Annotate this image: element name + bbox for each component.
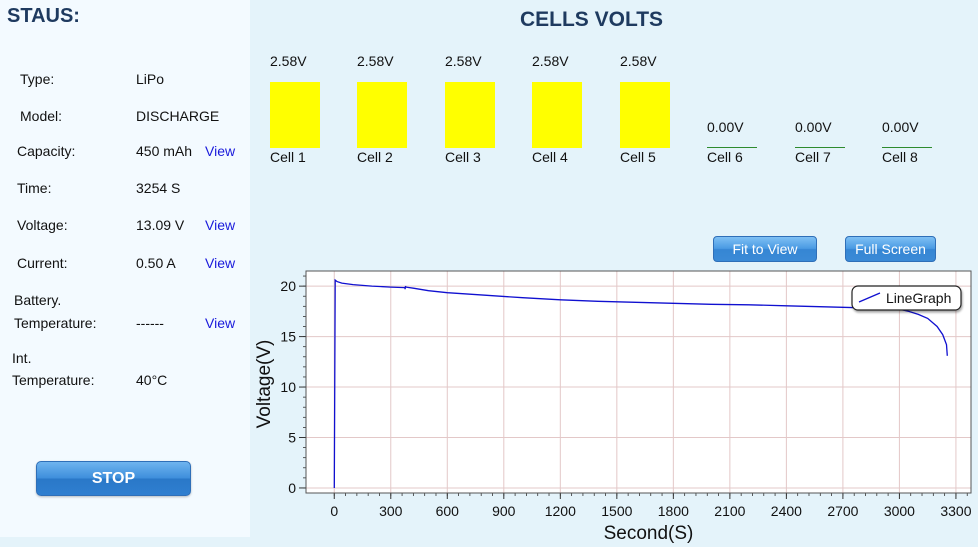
cell-voltage: 2.58V (445, 53, 482, 69)
battery-temp-label-line1: Battery. (14, 292, 62, 308)
x-tick-label: 600 (436, 503, 460, 519)
voltage-label: Voltage: (17, 217, 68, 233)
x-tick-label: 2100 (714, 503, 745, 519)
type-value: LiPo (136, 71, 165, 87)
y-tick-label: 5 (288, 430, 296, 446)
cell-voltage: 0.00V (795, 119, 832, 135)
y-axis-label: Voltage(V) (254, 340, 275, 429)
plot-frame (305, 270, 972, 494)
cell-level-bar (445, 82, 495, 148)
x-tick-label: 0 (330, 503, 338, 519)
cells-title: CELLS VOLTS (519, 8, 664, 31)
type-label: Type: (20, 71, 55, 87)
x-tick-label: 3000 (884, 503, 915, 519)
model-value: DISCHARGE (136, 108, 220, 124)
int-temp-label-line1: Int. (12, 350, 32, 366)
capacity-value: 450 mAh (136, 143, 193, 159)
legend-box (851, 285, 962, 311)
x-tick-label: 2700 (827, 503, 858, 519)
x-tick-label: 3300 (940, 503, 971, 519)
x-tick-label: 1500 (601, 503, 632, 519)
legend-swatch (858, 292, 881, 303)
time-label: Time: (17, 180, 52, 196)
cell-voltage: 0.00V (707, 119, 744, 135)
cell-label: Cell 1 (270, 149, 306, 165)
cell-empty-line (795, 147, 845, 148)
x-tick-label: 1800 (658, 503, 689, 519)
model-label: Model: (20, 108, 63, 124)
cell-label: Cell 8 (882, 149, 918, 165)
x-tick-label: 2400 (771, 503, 802, 519)
cell-label: Cell 5 (620, 149, 656, 165)
x-tick-label: 1200 (545, 503, 576, 519)
status-panel: STAUS: Type: LiPo Model: DISCHARGE Capac… (0, 0, 250, 537)
battery-temp-view-link[interactable]: View (205, 315, 236, 331)
cell-level-bar (357, 82, 407, 148)
x-axis-label: Second(S) (604, 523, 694, 544)
cell-voltage: 2.58V (532, 53, 569, 69)
x-tick-label: 900 (492, 503, 516, 519)
cell-voltage: 2.58V (357, 53, 394, 69)
fit-to-view-button[interactable]: Fit to View (713, 236, 817, 262)
time-value: 3254 S (136, 180, 181, 196)
y-tick-label: 15 (280, 329, 296, 345)
battery-temp-label-line2: Temperature: (14, 315, 97, 331)
cell-level-bar (270, 82, 320, 148)
x-tick-label: 300 (379, 503, 403, 519)
cell-empty-line (707, 147, 757, 148)
cell-label: Cell 2 (357, 149, 393, 165)
voltage-chart[interactable]: 0 300 600 900 1200 1500 1800 2100 2400 2700 3000 33… (250, 268, 978, 547)
cell-label: Cell 6 (707, 149, 743, 165)
int-temp-value: 40°C (136, 372, 168, 388)
current-label: Current: (17, 255, 68, 271)
cell-label: Cell 3 (445, 149, 481, 165)
cell-voltage: 2.58V (270, 53, 307, 69)
capacity-label: Capacity: (17, 143, 76, 159)
capacity-view-link[interactable]: View (205, 143, 236, 159)
legend-label: LineGraph (886, 290, 951, 306)
voltage-view-link[interactable]: View (205, 217, 236, 233)
y-tick-label: 0 (288, 480, 296, 496)
status-title: STAUS: (7, 5, 80, 27)
y-tick-label: 10 (280, 379, 296, 395)
int-temp-label-line2: Temperature: (12, 372, 95, 388)
series-line-0 (333, 278, 948, 489)
cell-empty-line (882, 147, 932, 148)
stop-button[interactable]: STOP (36, 461, 191, 496)
cell-label: Cell 7 (795, 149, 831, 165)
chart-legend: LineGraph (851, 285, 962, 311)
cell-voltage: 2.58V (620, 53, 657, 69)
battery-temp-value: ------ (136, 315, 164, 331)
current-value: 0.50 A (136, 255, 176, 271)
current-view-link[interactable]: View (205, 255, 236, 271)
cell-voltage: 0.00V (882, 119, 919, 135)
cell-level-bar (532, 82, 582, 148)
cell-level-bar (620, 82, 670, 148)
full-screen-button[interactable]: Full Screen (845, 236, 936, 262)
voltage-value: 13.09 V (136, 217, 185, 233)
y-tick-label: 20 (280, 278, 296, 294)
cell-label: Cell 4 (532, 149, 568, 165)
